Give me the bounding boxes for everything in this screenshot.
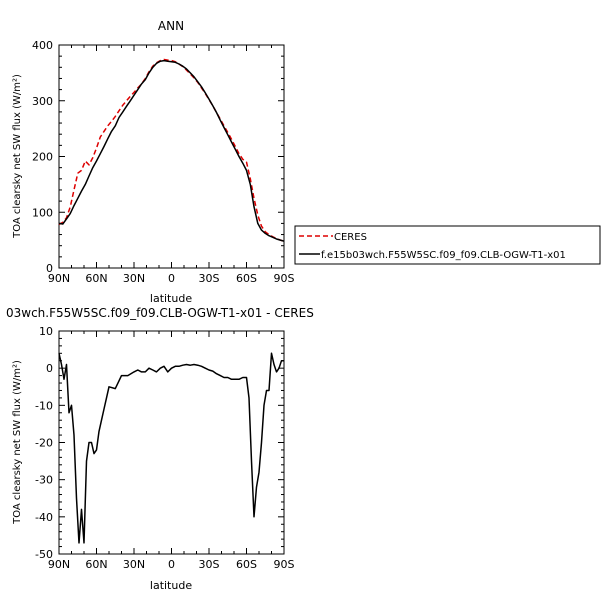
bottom-y-tick-label: -10 xyxy=(35,399,53,412)
top-frame xyxy=(58,44,285,269)
top-panel: ANN 90N 60N 30N 0 30S 60S 90S 0 100 200 300 400 lat… xyxy=(12,19,295,305)
legend: CERES f.e15b03wch.F55W5SC.f09_f09.CLB-OG… xyxy=(294,225,601,265)
bottom-x-tick-label: 60N xyxy=(85,558,107,571)
bottom-y-tick-label: -40 xyxy=(35,511,53,524)
legend-label-model: f.e15b03wch.F55W5SC.f09_f09.CLB-OGW-T1-x… xyxy=(321,250,566,261)
top-y-tick-label: 400 xyxy=(32,39,53,52)
top-x-tick-label: 60S xyxy=(236,272,257,285)
legend-box xyxy=(294,225,601,265)
bottom-y-tick-label: -30 xyxy=(35,474,53,487)
top-x-tick-label: 60N xyxy=(85,272,107,285)
bottom-y-tick-label: -20 xyxy=(35,437,53,450)
bottom-panel: 03wch.F55W5SC.f09_f09.CLB-OGW-T1-x01 - C… xyxy=(6,306,314,592)
top-plot-area: 90N 60N 30N 0 30S 60S 90S 0 100 200 300 400 xyxy=(32,39,295,285)
bottom-plot-area: 90N 60N 30N 0 30S 60S 90S -50 -40 -30 -20 -10 0 10 xyxy=(35,325,294,571)
legend-label-ceres: CERES xyxy=(334,232,367,243)
top-series-line-0 xyxy=(58,58,285,242)
bottom-series-line-0 xyxy=(58,352,284,544)
bottom-x-tick-label: 90S xyxy=(274,558,295,571)
top-series-line-1 xyxy=(58,59,285,242)
top-x-tick-label: 0 xyxy=(168,272,175,285)
bottom-x-tick-label: 60S xyxy=(236,558,257,571)
top-y-tick-label: 100 xyxy=(32,206,53,219)
bottom-x-tick-label: 90N xyxy=(48,558,70,571)
bottom-x-tick-label: 0 xyxy=(168,558,175,571)
bottom-x-axis-label: latitude xyxy=(150,579,192,592)
top-y-tick-label: 300 xyxy=(32,95,53,108)
bottom-x-tick-label: 30N xyxy=(123,558,145,571)
bottom-y-axis-label: TOA clearsky net SW flux (W/m²) xyxy=(12,360,23,525)
bottom-x-tick-label: 30S xyxy=(199,558,220,571)
top-y-tick-label: 200 xyxy=(32,151,53,164)
top-x-tick-label: 30N xyxy=(123,272,145,285)
bottom-y-tick-label: 0 xyxy=(46,362,53,375)
top-x-tick-label: 30S xyxy=(199,272,220,285)
top-panel-title: ANN xyxy=(158,19,184,33)
top-y-axis-label: TOA clearsky net SW flux (W/m²) xyxy=(12,74,23,239)
top-y-tick-label: 0 xyxy=(46,262,53,275)
top-x-tick-label: 90N xyxy=(48,272,70,285)
bottom-y-tick-label: 10 xyxy=(39,325,53,338)
bottom-panel-title: 03wch.F55W5SC.f09_f09.CLB-OGW-T1-x01 - C… xyxy=(6,306,314,320)
top-x-axis-label: latitude xyxy=(150,292,192,305)
top-x-tick-label: 90S xyxy=(274,272,295,285)
bottom-y-tick-label: -50 xyxy=(35,548,53,561)
